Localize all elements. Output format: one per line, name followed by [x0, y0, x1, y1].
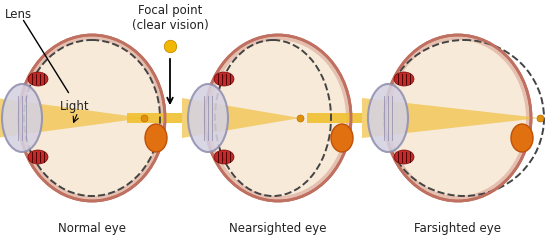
Ellipse shape [145, 124, 167, 152]
Text: Nearsighted eye: Nearsighted eye [229, 222, 327, 235]
Ellipse shape [214, 72, 234, 86]
Ellipse shape [2, 84, 42, 152]
Ellipse shape [214, 150, 234, 164]
Text: Lens: Lens [5, 8, 32, 21]
Ellipse shape [19, 35, 165, 201]
Ellipse shape [394, 150, 414, 164]
Text: Focal point
(clear vision): Focal point (clear vision) [131, 4, 208, 32]
Ellipse shape [331, 124, 353, 152]
Ellipse shape [28, 150, 48, 164]
Ellipse shape [511, 124, 533, 152]
Text: Normal eye: Normal eye [58, 222, 126, 235]
Polygon shape [362, 98, 540, 138]
Text: Light: Light [60, 100, 90, 113]
Text: Farsighted eye: Farsighted eye [415, 222, 502, 235]
Ellipse shape [24, 40, 160, 196]
Polygon shape [127, 113, 182, 123]
Ellipse shape [205, 35, 351, 201]
Ellipse shape [188, 84, 228, 152]
Polygon shape [307, 113, 362, 123]
Polygon shape [0, 98, 144, 138]
Ellipse shape [385, 35, 531, 201]
Ellipse shape [368, 84, 408, 152]
Ellipse shape [390, 40, 526, 196]
Ellipse shape [28, 72, 48, 86]
Polygon shape [182, 98, 300, 138]
Ellipse shape [210, 40, 346, 196]
Ellipse shape [394, 72, 414, 86]
